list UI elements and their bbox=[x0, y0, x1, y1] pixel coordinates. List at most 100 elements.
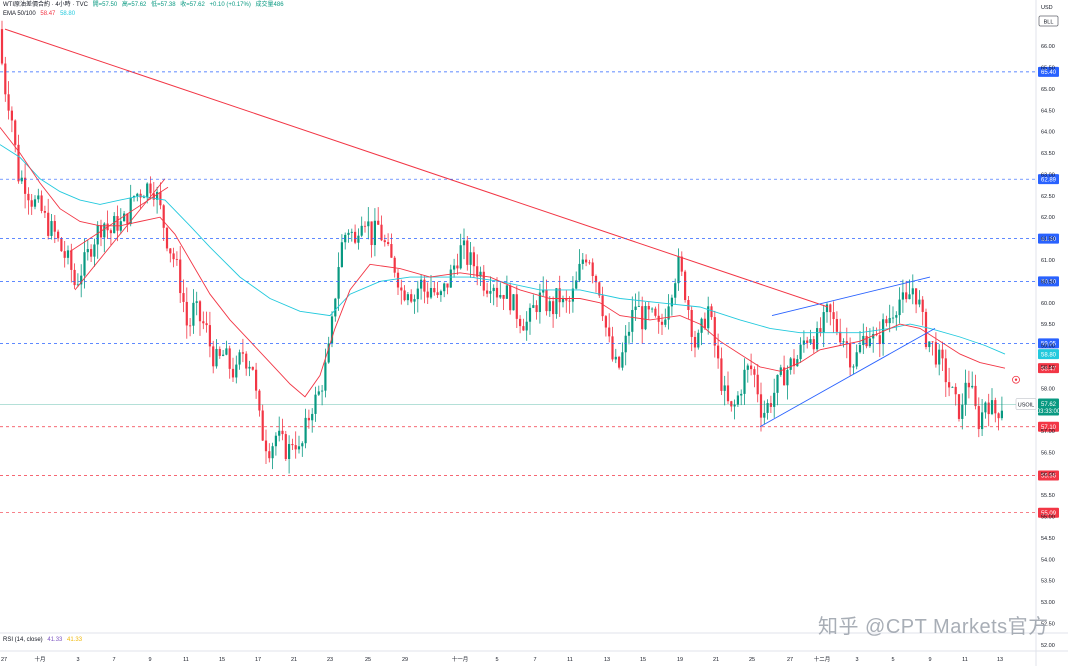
candle-body[interactable] bbox=[796, 359, 799, 367]
candle-body[interactable] bbox=[525, 321, 528, 331]
candle-body[interactable] bbox=[373, 220, 376, 246]
candle-body[interactable] bbox=[486, 290, 489, 294]
candle-body[interactable] bbox=[129, 197, 132, 225]
candle-body[interactable] bbox=[816, 328, 819, 350]
candle-body[interactable] bbox=[340, 242, 343, 268]
candle-body[interactable] bbox=[423, 279, 426, 292]
candle-body[interactable] bbox=[832, 312, 835, 320]
candle-body[interactable] bbox=[195, 301, 198, 303]
candle-body[interactable] bbox=[390, 244, 393, 258]
candle-body[interactable] bbox=[63, 251, 66, 258]
candle-body[interactable] bbox=[522, 326, 525, 331]
candle-body[interactable] bbox=[624, 335, 627, 353]
candle-body[interactable] bbox=[598, 282, 601, 296]
candle-body[interactable] bbox=[967, 382, 970, 388]
candle-body[interactable] bbox=[934, 342, 937, 365]
candle-body[interactable] bbox=[806, 340, 809, 343]
candle-body[interactable] bbox=[40, 195, 43, 212]
candle-body[interactable] bbox=[713, 317, 716, 346]
candle-body[interactable] bbox=[165, 227, 169, 249]
candle-body[interactable] bbox=[354, 231, 357, 243]
candle-body[interactable] bbox=[918, 299, 921, 305]
candle-body[interactable] bbox=[96, 225, 99, 245]
candle-body[interactable] bbox=[116, 216, 119, 231]
candle-body[interactable] bbox=[515, 294, 518, 319]
candle-body[interactable] bbox=[885, 319, 888, 324]
candle-body[interactable] bbox=[905, 292, 908, 300]
candle-body[interactable] bbox=[499, 295, 502, 298]
candle-body[interactable] bbox=[202, 321, 205, 324]
candle-body[interactable] bbox=[466, 240, 469, 265]
candle-body[interactable] bbox=[964, 382, 967, 405]
candle-body[interactable] bbox=[420, 279, 423, 289]
candle-body[interactable] bbox=[149, 183, 152, 194]
candle-body[interactable] bbox=[802, 340, 805, 345]
candle-body[interactable] bbox=[357, 235, 360, 243]
candle-body[interactable] bbox=[281, 430, 284, 435]
candle-body[interactable] bbox=[235, 364, 238, 378]
candle-body[interactable] bbox=[159, 191, 162, 206]
candle-body[interactable] bbox=[720, 358, 723, 391]
candle-body[interactable] bbox=[380, 224, 383, 241]
candle-body[interactable] bbox=[984, 402, 987, 413]
candle-body[interactable] bbox=[951, 386, 954, 388]
candle-body[interactable] bbox=[783, 367, 786, 386]
candle-body[interactable] bbox=[255, 369, 258, 391]
candle-body[interactable] bbox=[205, 323, 208, 326]
candle-body[interactable] bbox=[644, 305, 647, 330]
candle-body[interactable] bbox=[578, 263, 581, 281]
candle-body[interactable] bbox=[575, 280, 578, 289]
rsi-legend[interactable]: RSI (14, close) 41.33 41.33 bbox=[3, 636, 85, 645]
candle-body[interactable] bbox=[746, 365, 749, 370]
candle-body[interactable] bbox=[479, 271, 482, 277]
candle-body[interactable] bbox=[509, 285, 512, 311]
candle-body[interactable] bbox=[370, 221, 373, 246]
candle-body[interactable] bbox=[829, 304, 832, 313]
candle-body[interactable] bbox=[519, 318, 522, 327]
candle-body[interactable] bbox=[908, 294, 911, 300]
candle-body[interactable] bbox=[974, 385, 977, 407]
candle-body[interactable] bbox=[637, 306, 640, 307]
candle-body[interactable] bbox=[0, 29, 4, 64]
candle-body[interactable] bbox=[558, 288, 561, 303]
candle-body[interactable] bbox=[614, 356, 617, 360]
candle-body[interactable] bbox=[769, 403, 772, 407]
candle-body[interactable] bbox=[495, 287, 499, 298]
candle-body[interactable] bbox=[717, 345, 720, 359]
candle-body[interactable] bbox=[799, 344, 802, 360]
candle-body[interactable] bbox=[756, 374, 759, 395]
candle-body[interactable] bbox=[73, 269, 76, 286]
candle-body[interactable] bbox=[50, 221, 53, 236]
candle-body[interactable] bbox=[261, 410, 264, 441]
candle-body[interactable] bbox=[189, 325, 192, 327]
candle-body[interactable] bbox=[825, 304, 829, 313]
candle-body[interactable] bbox=[7, 94, 10, 111]
candle-body[interactable] bbox=[291, 444, 294, 446]
candle-body[interactable] bbox=[842, 341, 845, 343]
candle-body[interactable] bbox=[317, 391, 320, 395]
candle-body[interactable] bbox=[1000, 410, 1003, 419]
candle-body[interactable] bbox=[608, 327, 611, 337]
candle-body[interactable] bbox=[898, 299, 901, 316]
candle-body[interactable] bbox=[667, 306, 670, 320]
candle-body[interactable] bbox=[674, 283, 677, 298]
candle-body[interactable] bbox=[915, 288, 918, 305]
symbol-title[interactable]: WTI原油差價合約 · 4小時 · TVC bbox=[3, 2, 88, 8]
candle-body[interactable] bbox=[482, 271, 485, 291]
candle-body[interactable] bbox=[750, 365, 753, 370]
candle-body[interactable] bbox=[179, 259, 182, 294]
candle-body[interactable] bbox=[436, 292, 439, 296]
candle-body[interactable] bbox=[429, 288, 433, 298]
candle-body[interactable] bbox=[971, 385, 974, 388]
candle-body[interactable] bbox=[862, 335, 865, 345]
candle-body[interactable] bbox=[670, 297, 673, 307]
candle-body[interactable] bbox=[647, 305, 650, 310]
candle-body[interactable] bbox=[400, 287, 403, 291]
candle-body[interactable] bbox=[532, 305, 535, 308]
candle-body[interactable] bbox=[911, 288, 914, 295]
candle-body[interactable] bbox=[690, 310, 693, 337]
candle-body[interactable] bbox=[565, 298, 568, 301]
candle-body[interactable] bbox=[594, 276, 598, 283]
candle-body[interactable] bbox=[60, 238, 63, 252]
rising-wedge-line[interactable] bbox=[771, 276, 931, 317]
